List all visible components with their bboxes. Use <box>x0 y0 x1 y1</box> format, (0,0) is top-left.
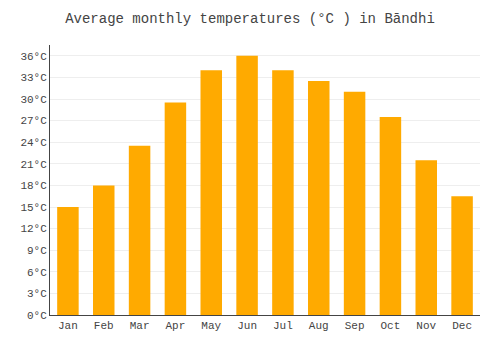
svg-text:Jan: Jan <box>58 320 78 332</box>
svg-text:Sep: Sep <box>345 320 365 332</box>
svg-text:18°C: 18°C <box>20 180 47 192</box>
svg-text:30°C: 30°C <box>20 94 47 106</box>
svg-text:Feb: Feb <box>94 320 114 332</box>
svg-text:12°C: 12°C <box>20 223 47 235</box>
svg-text:Jul: Jul <box>273 320 293 332</box>
svg-text:3°C: 3°C <box>27 288 47 300</box>
svg-text:Mar: Mar <box>130 320 150 332</box>
svg-text:Dec: Dec <box>452 320 472 332</box>
svg-text:May: May <box>201 320 221 332</box>
svg-text:27°C: 27°C <box>20 115 47 127</box>
svg-text:9°C: 9°C <box>27 245 47 257</box>
svg-text:Average monthly temperatures (: Average monthly temperatures (°C ) in Bā… <box>65 11 435 27</box>
svg-text:36°C: 36°C <box>20 51 47 63</box>
svg-text:Jun: Jun <box>237 320 257 332</box>
svg-text:Oct: Oct <box>381 320 401 332</box>
svg-text:21°C: 21°C <box>20 159 47 171</box>
svg-text:Aug: Aug <box>309 320 329 332</box>
svg-text:0°C: 0°C <box>27 310 47 322</box>
svg-text:24°C: 24°C <box>20 137 47 149</box>
svg-text:15°C: 15°C <box>20 202 47 214</box>
svg-text:Apr: Apr <box>166 320 186 332</box>
svg-text:33°C: 33°C <box>20 72 47 84</box>
svg-text:6°C: 6°C <box>27 267 47 279</box>
svg-text:Nov: Nov <box>416 320 436 332</box>
